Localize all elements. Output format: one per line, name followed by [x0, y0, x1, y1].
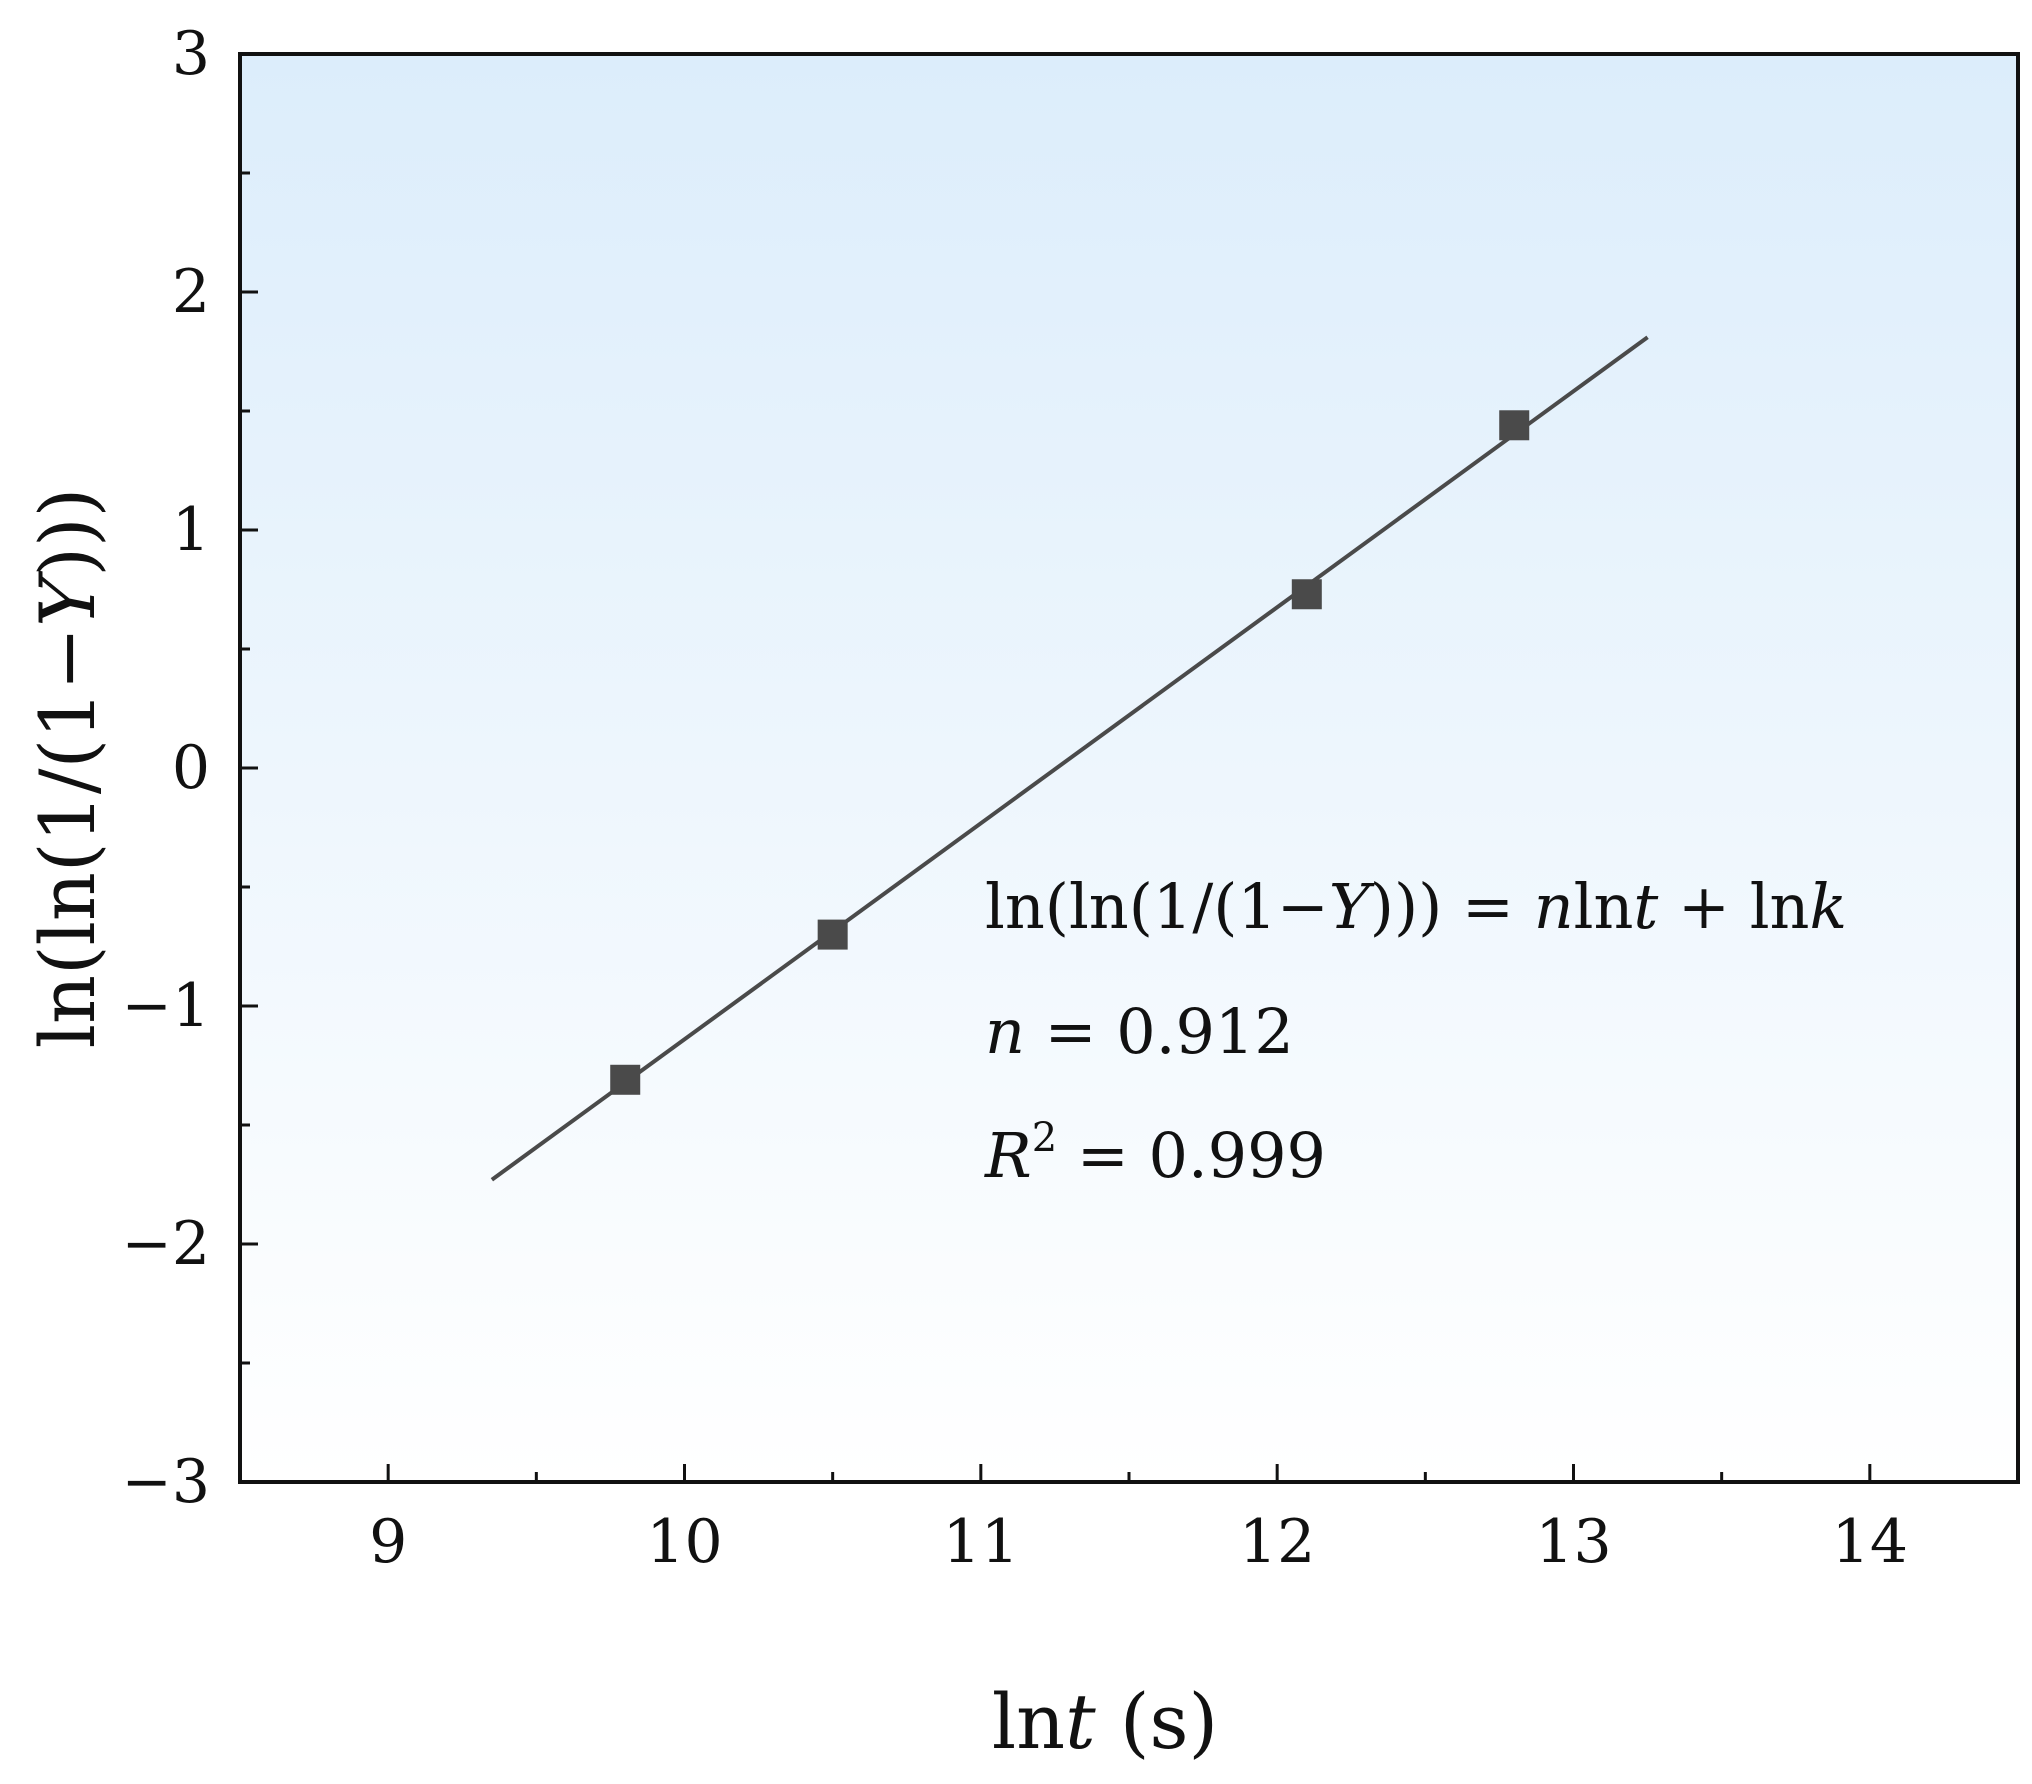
n-symbol: n [985, 995, 1025, 1068]
data-point [817, 919, 848, 950]
equation-part: + ln [1658, 870, 1809, 943]
r-superscript: 2 [1032, 1115, 1057, 1161]
equation-part: ))) = [1370, 870, 1534, 943]
x-tick-label: 11 [943, 1507, 1019, 1577]
fit-line [490, 335, 1649, 1182]
r-symbol: R [984, 1119, 1032, 1192]
equation-part: n [1534, 870, 1574, 943]
data-point [1291, 579, 1322, 610]
x-tick-label: 14 [1832, 1507, 1908, 1577]
y-tick-label: 3 [172, 19, 210, 89]
y-tick-label: 1 [172, 495, 210, 565]
equation-part: t [1633, 870, 1658, 943]
r2-value: = 0.999 [1057, 1119, 1326, 1192]
x-axis-title-var: t [1065, 1677, 1096, 1766]
plot-area [240, 54, 2018, 1482]
fit-r2-value: R2 = 0.999 [984, 1115, 1326, 1192]
y-tick-label: −2 [122, 1209, 210, 1279]
y-tick-label: −3 [122, 1447, 210, 1517]
data-point [610, 1064, 641, 1095]
fit-equation: ln(ln(1/(1−Y))) = nlnt + lnk [985, 870, 1847, 943]
y-tick-label: 2 [172, 257, 210, 327]
y-axis-title-prefix: ln(ln(1/(1− [23, 627, 112, 1048]
equation-part: k [1809, 870, 1847, 943]
y-axis-title-suffix: ))) [23, 488, 112, 577]
y-axis-title-var: Y [23, 570, 112, 627]
x-tick-label: 12 [1239, 1507, 1315, 1577]
y-tick-label: −1 [122, 971, 210, 1041]
n-value: = 0.912 [1025, 995, 1294, 1068]
data-point [1499, 410, 1530, 441]
data-markers [610, 410, 1530, 1095]
equation-part: Y [1329, 870, 1375, 943]
y-tick-label: 0 [172, 733, 210, 803]
x-axis-title-unit: (s) [1096, 1677, 1218, 1766]
y-axis-title: ln(ln(1/(1−Y))) [23, 488, 112, 1049]
x-tick-label: 9 [369, 1507, 407, 1577]
x-tick-label: 10 [646, 1507, 722, 1577]
fit-line-group [490, 335, 1649, 1182]
fit-n-value: n = 0.912 [985, 995, 1294, 1068]
plot-frame [238, 52, 2020, 1484]
x-axis-title-prefix: ln [992, 1677, 1065, 1766]
equation-part: ln [1574, 870, 1634, 943]
x-axis-title: lnt (s) [992, 1677, 1218, 1766]
x-tick-label: 13 [1535, 1507, 1611, 1577]
equation-part: ln(ln(1/(1− [985, 870, 1329, 943]
